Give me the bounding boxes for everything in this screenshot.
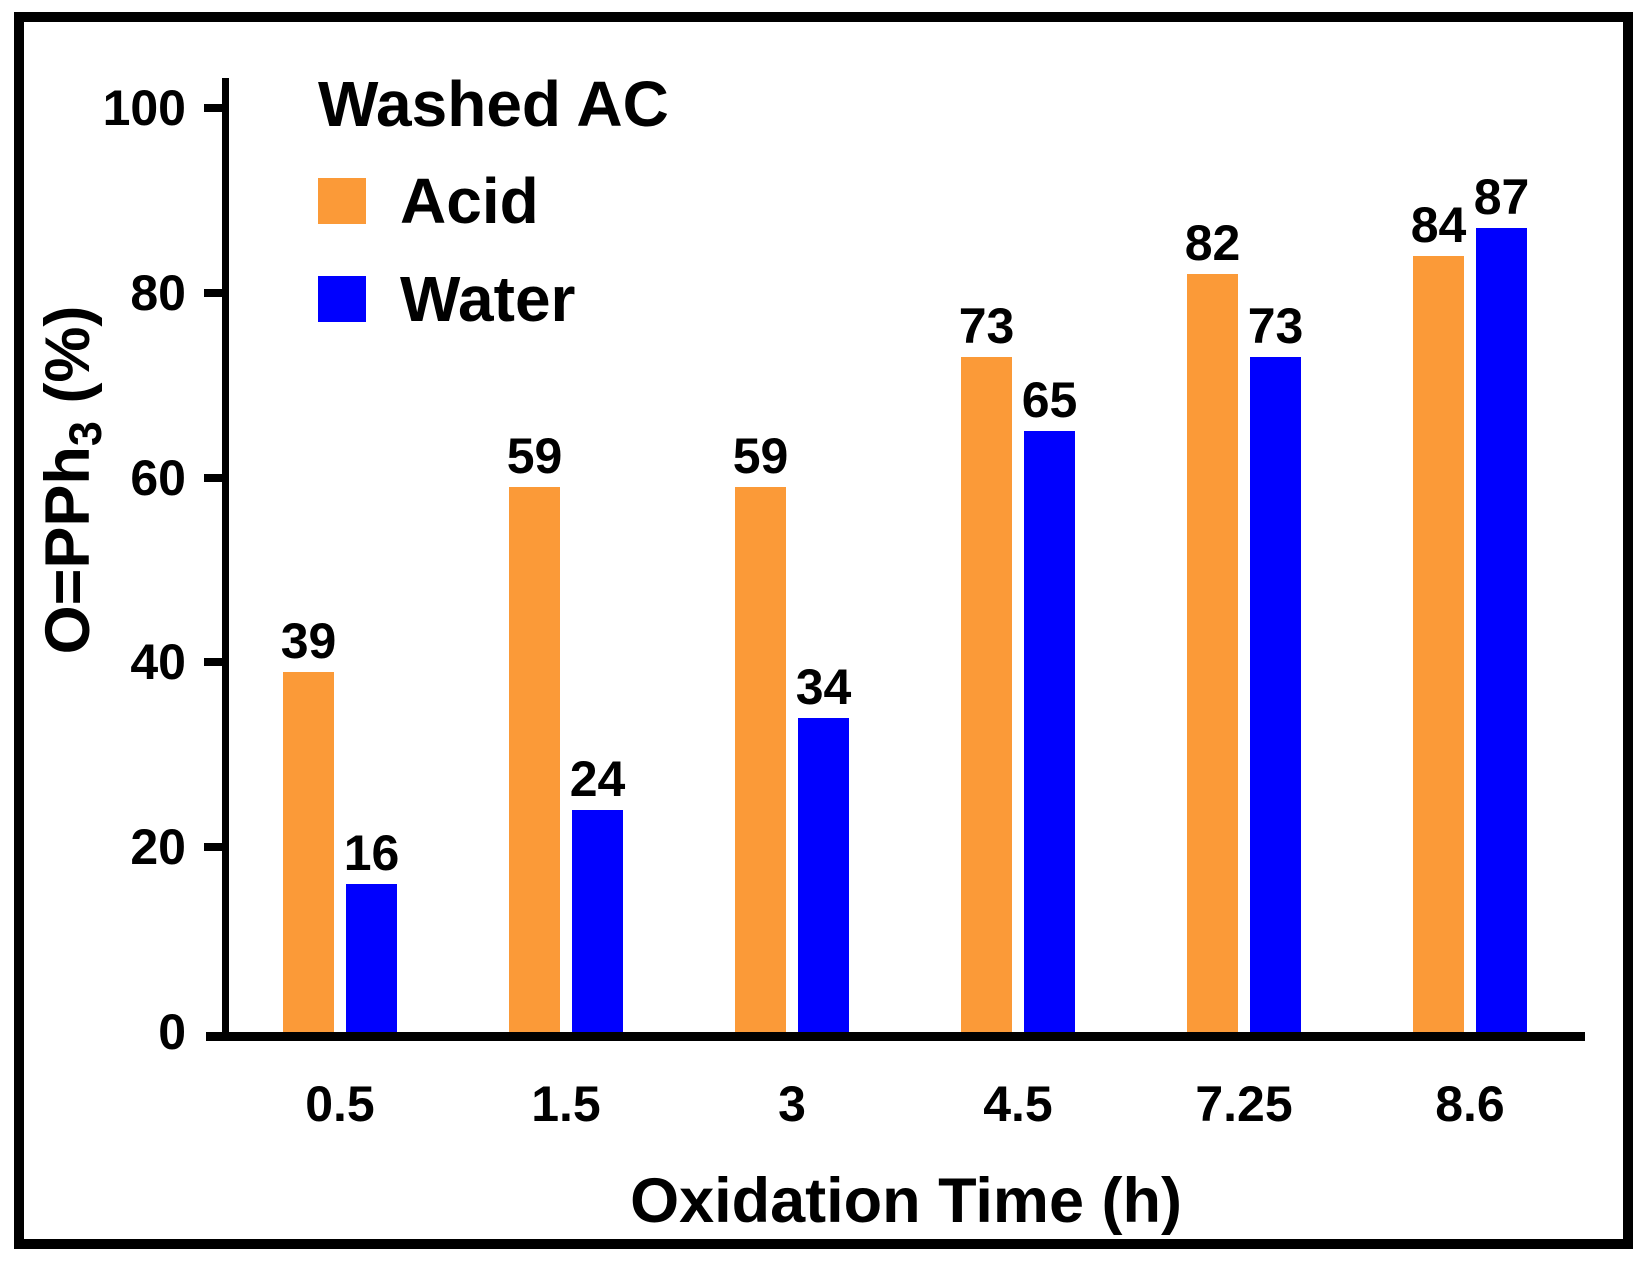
bar-value-label: 34	[795, 659, 852, 715]
bar-value-label: 39	[280, 613, 337, 669]
y-tick-mark	[204, 658, 222, 667]
bar-water	[346, 884, 397, 1032]
bar-value-label: 16	[343, 825, 400, 881]
bar-acid	[1413, 256, 1464, 1032]
legend-label-water: Water	[400, 263, 576, 335]
bar-value-label: 59	[506, 428, 563, 484]
y-axis-line	[222, 78, 229, 1035]
bar-value-label: 65	[1021, 372, 1078, 428]
x-tick-label: 8.6	[1435, 1076, 1505, 1132]
y-tick-label: 100	[102, 80, 186, 136]
y-tick-mark	[204, 104, 222, 112]
y-axis-title: O=PPh3 (%)	[32, 305, 111, 655]
bar-water	[798, 718, 849, 1032]
legend-title: Washed AC	[318, 68, 669, 140]
bar-acid	[283, 672, 334, 1032]
y-tick-mark	[204, 288, 222, 297]
bar-value-label: 87	[1473, 169, 1530, 225]
bar-value-label: 82	[1184, 215, 1241, 271]
bar-water	[1024, 431, 1075, 1032]
x-axis-line	[206, 1032, 1585, 1041]
y-tick-mark	[204, 843, 222, 852]
y-axis-title-subscript: 3	[60, 421, 111, 447]
x-tick-label: 7.25	[1195, 1076, 1293, 1132]
y-tick-label: 0	[158, 1004, 186, 1060]
x-tick-label: 4.5	[983, 1076, 1053, 1132]
y-tick-label: 20	[130, 819, 186, 876]
y-axis-title-suffix: (%)	[33, 305, 103, 422]
x-tick-label: 3	[778, 1076, 806, 1132]
bar-value-label: 73	[958, 298, 1015, 354]
legend-swatch-acid	[318, 178, 366, 224]
legend-swatch-water	[318, 276, 366, 322]
bar-value-label: 73	[1247, 298, 1304, 354]
x-axis-title: Oxidation Time (h)	[630, 1166, 1182, 1236]
bar-acid	[961, 357, 1012, 1032]
y-tick-label: 80	[130, 264, 186, 321]
y-tick-label: 40	[130, 634, 186, 691]
bar-acid	[509, 487, 560, 1032]
bar-value-label: 59	[732, 428, 789, 484]
x-tick-label: 1.5	[531, 1076, 601, 1132]
figure-border	[14, 12, 1633, 1249]
bar-water	[1250, 357, 1301, 1032]
legend-label-acid: Acid	[400, 165, 539, 237]
bar-value-label: 24	[569, 751, 626, 807]
bar-water	[1476, 228, 1527, 1032]
bar-acid	[735, 487, 786, 1032]
bar-acid	[1187, 274, 1238, 1032]
y-tick-mark	[204, 473, 222, 482]
bar-water	[572, 810, 623, 1032]
x-tick-label: 0.5	[305, 1076, 375, 1132]
bar-value-label: 84	[1410, 197, 1467, 253]
y-tick-label: 60	[130, 449, 186, 506]
y-axis-title-main: O=PPh	[33, 446, 103, 655]
